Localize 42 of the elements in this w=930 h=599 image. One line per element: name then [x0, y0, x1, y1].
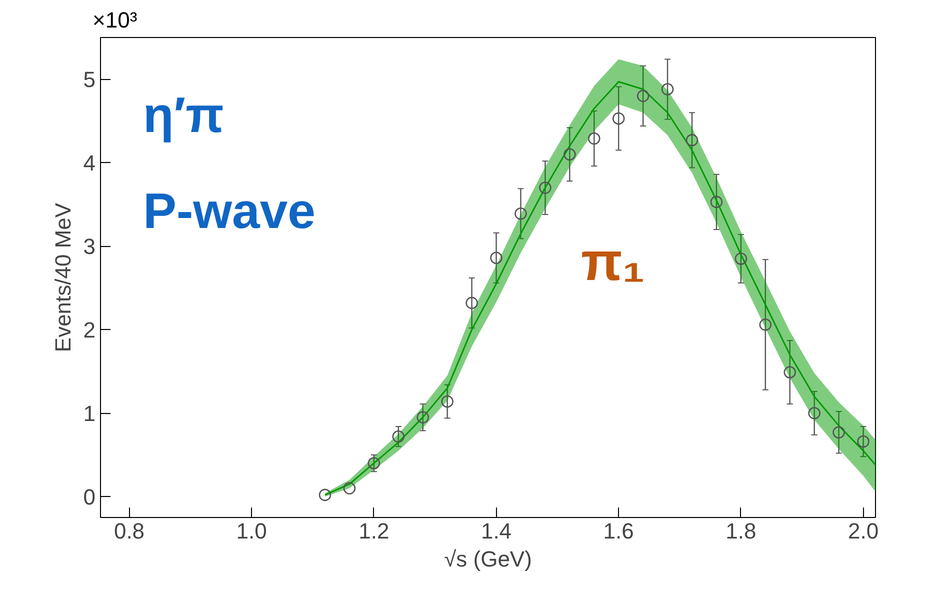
point [441, 395, 454, 408]
point [759, 318, 772, 331]
x-axis-title: √s (GeV) [444, 546, 532, 572]
point [661, 83, 674, 96]
point [808, 407, 820, 420]
x-tick-label: 1.2 [358, 518, 390, 544]
y-tick-label: 3 [83, 234, 96, 260]
point [588, 132, 600, 145]
point [416, 411, 430, 424]
x-tick-label: 1.6 [603, 518, 634, 544]
text: ×10³ [92, 8, 138, 32]
point [318, 488, 332, 502]
annotation: π₁ [581, 232, 645, 292]
x-tick-label: 2.0 [848, 518, 879, 544]
x-tick-label: 0.8 [114, 518, 145, 544]
point [368, 457, 380, 470]
point [514, 208, 527, 220]
y-axis-title: Events/40 MeV [50, 202, 76, 352]
point [710, 196, 723, 208]
x-tick-label: 1.0 [236, 518, 267, 544]
point [466, 296, 478, 310]
y-tick-label: 4 [83, 150, 96, 176]
point [343, 482, 356, 494]
point [612, 112, 625, 125]
annotation: P-wave [143, 183, 316, 240]
point [392, 430, 405, 443]
point [539, 182, 552, 194]
y-tick-label: 5 [83, 67, 96, 92]
point [636, 90, 650, 102]
x-tick-label: 1.4 [480, 518, 512, 544]
point [832, 426, 845, 438]
point [784, 366, 796, 378]
point [490, 252, 502, 264]
point [686, 134, 698, 146]
point [857, 435, 870, 448]
point [564, 148, 576, 161]
y-tick-label: 2 [83, 318, 96, 343]
point [734, 252, 748, 265]
y-tick-label: 0 [83, 484, 96, 510]
x-tick-label: 1.8 [726, 518, 756, 544]
y-tick-label: 1 [83, 401, 96, 426]
annotation: η′π [143, 87, 224, 144]
